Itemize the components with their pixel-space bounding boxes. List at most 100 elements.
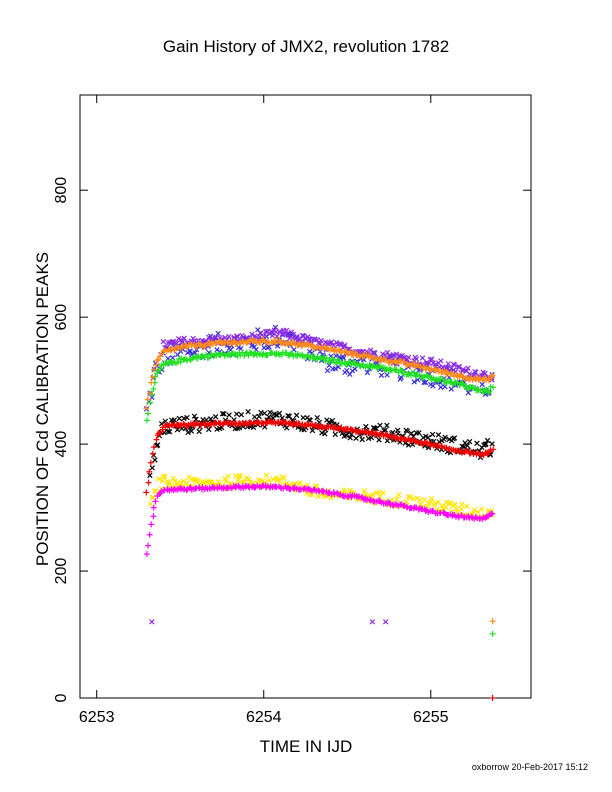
data-point [455, 364, 462, 370]
y-tick-label: 800 [53, 177, 70, 204]
data-point [160, 338, 167, 345]
data-point [361, 488, 368, 494]
data-point [157, 365, 164, 372]
data-point [293, 412, 300, 418]
data-point [221, 411, 227, 417]
data-point [421, 497, 427, 503]
data-point [404, 428, 411, 434]
data-point [398, 374, 404, 381]
data-point [146, 468, 153, 475]
data-point [144, 396, 151, 403]
data-point [489, 441, 495, 447]
data-point [333, 353, 339, 359]
data-point [201, 343, 208, 350]
data-point [428, 495, 435, 502]
data-point [342, 342, 348, 348]
data-point [438, 369, 445, 376]
data-point [261, 410, 268, 417]
data-point [475, 509, 481, 515]
data-point [143, 405, 150, 412]
x-tick-label: 6255 [413, 709, 449, 726]
y-tick-label: 200 [53, 558, 70, 585]
data-point [150, 385, 157, 392]
data-point [489, 372, 496, 379]
data-point [399, 368, 406, 375]
data-point [429, 431, 436, 438]
data-point [281, 331, 288, 337]
data-point [315, 493, 321, 500]
data-point [369, 491, 376, 498]
data-point [290, 338, 297, 345]
data-point [378, 372, 385, 379]
data-point [150, 513, 157, 520]
data-point [185, 429, 191, 436]
data-point [157, 353, 164, 360]
data-point [437, 384, 444, 390]
data-point [421, 379, 427, 386]
data-point [285, 412, 291, 419]
data-point [489, 618, 496, 625]
data-point [329, 417, 336, 424]
data-point [250, 424, 257, 431]
data-point [308, 341, 315, 348]
data-point [407, 494, 414, 501]
data-point [149, 374, 156, 381]
data-point [454, 506, 460, 512]
data-point [369, 619, 376, 625]
data-point [188, 428, 195, 434]
data-point [402, 440, 409, 446]
data-point [352, 366, 358, 372]
data-point [147, 472, 153, 479]
data-point [347, 348, 354, 355]
data-point [407, 372, 414, 379]
data-point [252, 338, 259, 345]
data-point [471, 507, 477, 513]
data-point [279, 331, 286, 337]
data-point [484, 437, 491, 444]
data-point [171, 417, 178, 423]
data-point [448, 386, 454, 392]
data-point [382, 427, 389, 433]
data-point [323, 423, 330, 430]
data-point [235, 477, 241, 484]
data-point [401, 355, 407, 361]
data-point [486, 388, 493, 395]
data-point [266, 477, 272, 484]
data-point [189, 354, 196, 361]
data-point [150, 504, 157, 511]
data-point [341, 343, 348, 350]
data-point [176, 422, 183, 429]
data-point [481, 387, 488, 394]
data-point [328, 339, 335, 345]
data-point [149, 619, 155, 625]
data-point [376, 437, 382, 443]
data-point [237, 473, 244, 479]
x-axis-label: TIME IN IJD [260, 737, 353, 756]
data-point [314, 414, 320, 421]
data-point [323, 355, 330, 362]
data-point [364, 369, 371, 376]
data-point [439, 503, 445, 509]
data-point [411, 379, 417, 385]
data-point [395, 492, 402, 498]
data-point [479, 450, 486, 457]
data-point [362, 495, 369, 502]
data-point [384, 372, 390, 378]
data-point [181, 335, 188, 342]
data-point [332, 431, 339, 438]
data-point [424, 373, 431, 380]
data-point [180, 478, 187, 484]
data-point [489, 510, 496, 517]
data-point [236, 473, 242, 479]
data-point [179, 338, 186, 345]
data-point [239, 479, 245, 485]
data-point [397, 434, 404, 441]
data-point [451, 362, 458, 368]
data-point [152, 457, 158, 463]
data-point [184, 480, 190, 487]
data-point [143, 551, 150, 558]
data-point [203, 417, 209, 423]
data-point [147, 399, 154, 406]
data-point [283, 327, 290, 334]
data-point [155, 476, 162, 482]
